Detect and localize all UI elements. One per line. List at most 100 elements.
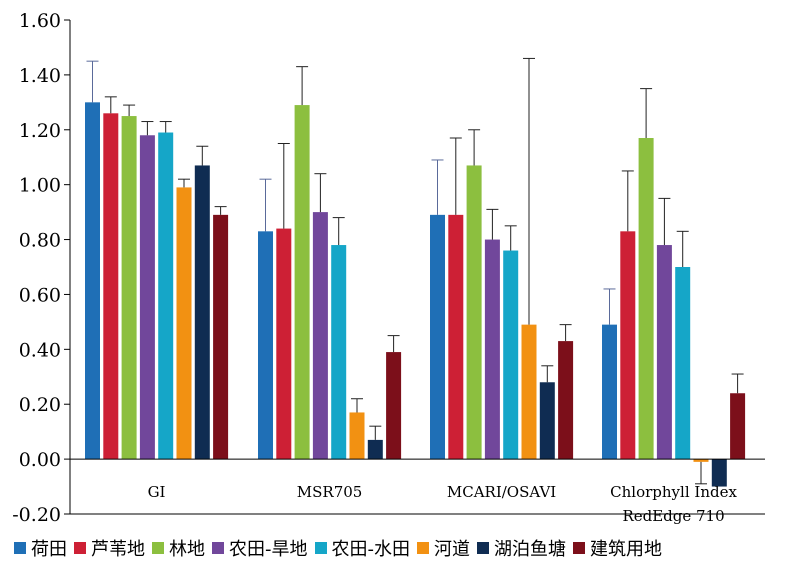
legend-swatch: [477, 542, 489, 554]
bar-2-4: [503, 250, 519, 460]
legend-label: 农田-水田: [331, 539, 411, 560]
error-bar-3-5: [695, 461, 707, 485]
legend-swatch: [152, 542, 164, 554]
bar-3-1: [620, 231, 636, 460]
y-tick-label: 0.20: [19, 394, 61, 416]
legend-item: 林地: [152, 535, 205, 561]
legend: 荷田 芦苇地 林地 农田-旱地 农田-水田 河道 湖泊鱼塘 建筑用地: [14, 535, 794, 561]
legend-item: 农田-旱地: [212, 535, 308, 561]
error-bars-layer: [86, 57, 744, 485]
error-bar-2-3: [486, 208, 499, 240]
error-bar-2-1: [449, 137, 462, 215]
error-bar-3-3: [658, 197, 671, 246]
error-bar-0-1: [104, 96, 117, 114]
bars-layer: [85, 102, 746, 487]
bar-3-4: [675, 267, 691, 460]
error-bar-1-5: [351, 398, 363, 413]
error-bar-0-0: [86, 60, 99, 103]
bar-1-6: [367, 439, 383, 460]
legend-label: 芦苇地: [91, 539, 145, 560]
legend-label: 湖泊鱼塘: [494, 539, 566, 560]
bar-2-7: [558, 341, 574, 460]
y-tick-label: 1.60: [19, 10, 61, 32]
legend-label: 林地: [169, 539, 205, 560]
error-bar-1-7: [387, 335, 400, 353]
y-tick-label: 0.80: [19, 230, 61, 252]
category-labels-layer: GI MSR705 MCARI/OSAVI Chlorphyll Index RedEd…: [148, 483, 738, 525]
legend-item: 农田-水田: [314, 535, 411, 561]
legend-item: 河道: [417, 535, 470, 561]
bar-3-2: [638, 138, 654, 460]
bar-3-3: [656, 245, 672, 460]
error-bar-0-3: [141, 121, 154, 136]
bar-2-0: [430, 214, 445, 460]
bar-0-4: [158, 132, 174, 460]
y-tick-label: 0.60: [19, 284, 61, 306]
bar-0-0: [85, 102, 100, 460]
legend-swatch: [212, 542, 224, 554]
error-bar-2-0: [431, 159, 444, 215]
legend-item: 荷田: [14, 535, 67, 561]
y-ticks-layer: -0.20 0.00 0.20 0.40 0.60 0.80 1.00 1.20 1.40 1.6…: [12, 10, 70, 526]
legend-label: 农田-旱地: [229, 539, 308, 560]
error-bar-1-4: [332, 217, 345, 246]
bar-1-5: [349, 412, 365, 460]
error-bar-1-2: [296, 66, 309, 106]
category-label: MCARI/OSAVI: [447, 483, 556, 501]
bar-1-1: [276, 228, 292, 460]
error-bar-2-6: [541, 365, 554, 383]
legend-swatch: [14, 542, 26, 554]
category-label: RedEdge 710: [622, 507, 724, 525]
legend-label: 荷田: [31, 539, 67, 560]
error-bar-0-5: [178, 178, 190, 188]
legend-swatch: [74, 542, 86, 554]
bar-1-3: [312, 212, 328, 460]
bar-0-3: [139, 135, 155, 460]
bar-3-0: [602, 324, 617, 460]
bar-1-7: [386, 352, 402, 460]
bar-0-5: [176, 187, 192, 460]
error-bar-0-4: [159, 121, 172, 133]
bar-2-2: [466, 165, 482, 460]
error-bar-3-0: [603, 288, 616, 325]
bar-1-2: [294, 105, 310, 460]
error-bar-1-0: [259, 178, 272, 232]
error-bar-2-5: [523, 57, 535, 325]
bar-2-5: [521, 324, 537, 460]
bar-0-7: [213, 214, 229, 460]
bar-2-3: [484, 239, 500, 460]
legend-swatch: [314, 542, 327, 554]
legend-swatch: [417, 542, 429, 554]
y-tick-label: 0.40: [19, 339, 61, 361]
bar-1-4: [331, 245, 347, 460]
error-bar-3-2: [640, 88, 653, 139]
error-bar-0-7: [214, 206, 227, 215]
y-tick-label: 1.00: [19, 175, 61, 197]
bar-2-6: [539, 382, 555, 460]
bar-2-1: [448, 214, 464, 460]
error-bar-2-2: [468, 129, 481, 166]
error-bar-2-7: [559, 324, 572, 342]
legend-label: 河道: [434, 539, 470, 560]
error-bar-0-2: [123, 104, 136, 117]
error-bar-1-6: [369, 425, 382, 440]
legend-label: 建筑用地: [590, 539, 662, 560]
bar-0-1: [103, 113, 119, 460]
legend-item: 湖泊鱼塘: [477, 535, 566, 561]
error-bar-2-4: [504, 225, 517, 251]
bar-3-5: [693, 459, 709, 462]
legend-item: 芦苇地: [74, 535, 145, 561]
error-bar-1-3: [314, 173, 327, 213]
axes-layer: [69, 20, 765, 515]
error-bar-3-7: [731, 373, 744, 394]
y-tick-label: 0.00: [19, 449, 61, 471]
error-bar-1-1: [277, 143, 290, 229]
y-tick-label: 1.40: [19, 65, 61, 87]
y-tick-label: 1.20: [19, 120, 61, 142]
bar-3-6: [711, 459, 727, 487]
bar-3-7: [730, 393, 746, 460]
legend-item: 建筑用地: [573, 535, 662, 561]
y-tick-label: -0.20: [12, 504, 61, 526]
category-label: Chlorphyll Index: [610, 483, 737, 501]
error-bar-3-4: [676, 230, 689, 267]
